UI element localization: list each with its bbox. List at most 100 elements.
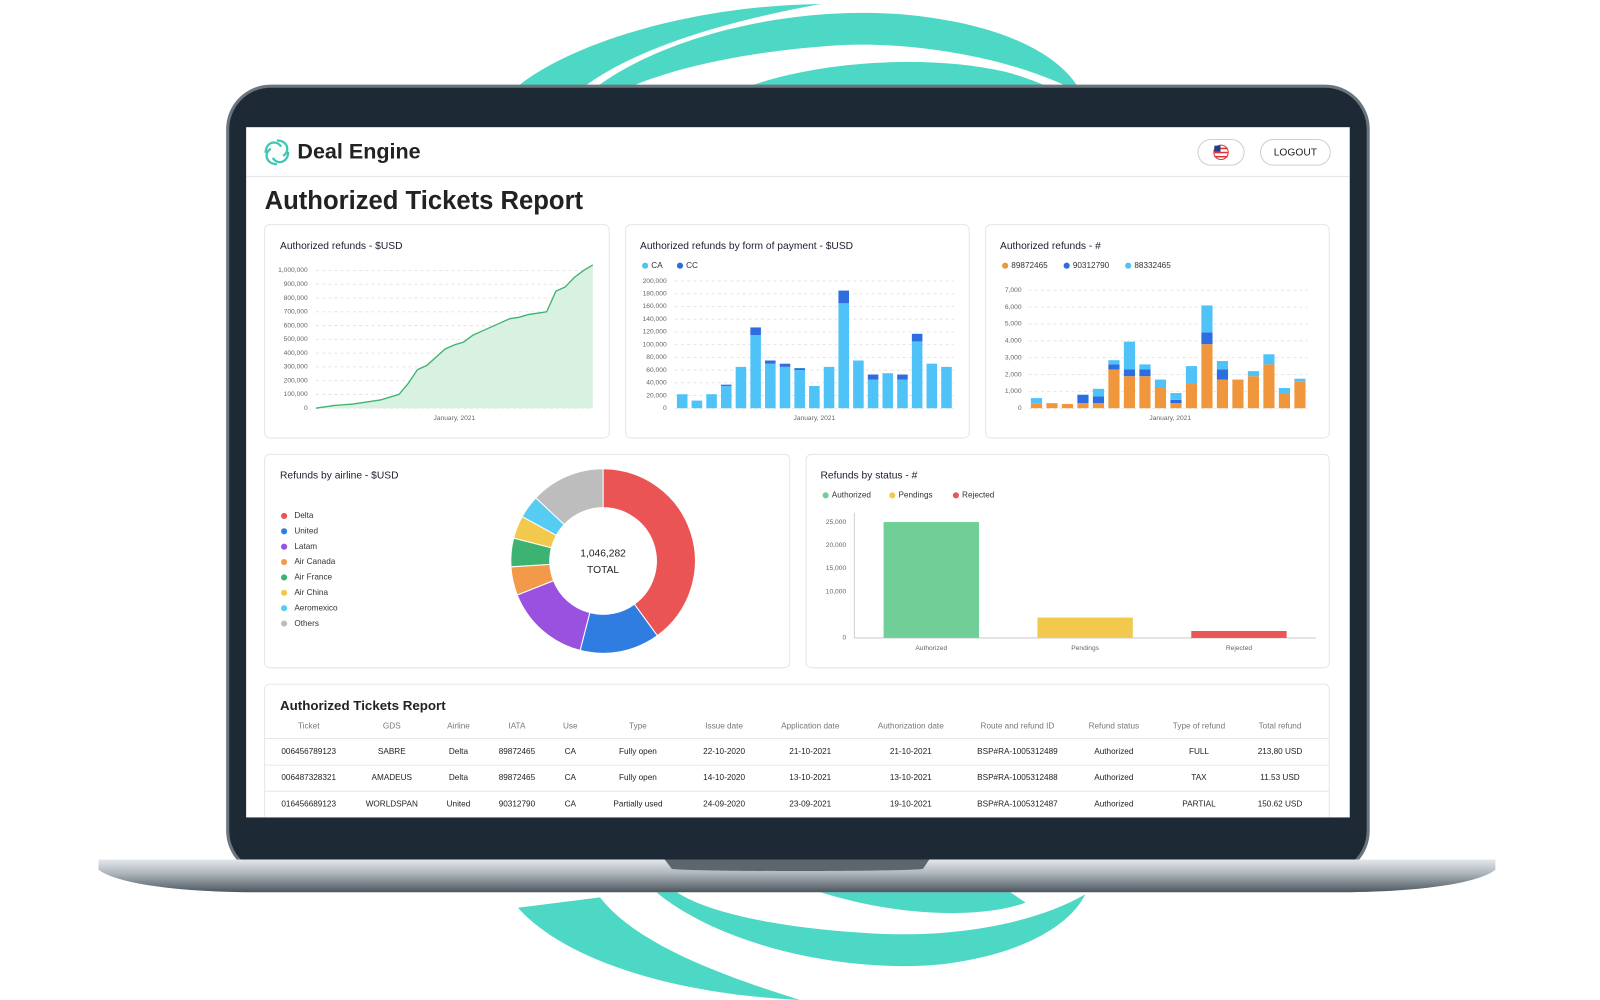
table-title: Authorized Tickets Report <box>280 698 446 713</box>
table-cell: 213,80 USD <box>1258 747 1303 756</box>
y-tick-label: 100,000 <box>284 391 308 398</box>
y-tick-label: 200,000 <box>643 278 667 285</box>
legend-swatch <box>281 512 288 519</box>
y-tick-label: 60,000 <box>646 367 667 374</box>
bar-segment <box>1263 354 1275 365</box>
legend-label: Aeromexico <box>294 603 338 612</box>
logo-stroke <box>271 151 290 164</box>
legend-swatch <box>1063 262 1070 269</box>
table-cell: 13-10-2021 <box>890 773 932 782</box>
legend-label: Others <box>294 619 319 628</box>
bar-segment <box>1247 376 1260 409</box>
y-tick-label: 600,000 <box>284 322 308 329</box>
bar-segment <box>1170 399 1182 404</box>
bar-segment <box>838 290 850 304</box>
legend-label: 88332465 <box>1134 261 1171 270</box>
y-tick-label: 80,000 <box>646 354 667 361</box>
y-tick-label: 0 <box>842 635 846 642</box>
y-tick-label: 1,000 <box>1005 388 1022 395</box>
bar-segment <box>1170 393 1182 400</box>
bar-segment <box>911 333 923 342</box>
table-cell: 89872465 <box>499 773 536 782</box>
flag-canton <box>1214 145 1221 152</box>
y-tick-label: 120,000 <box>643 329 667 336</box>
table-cell: Partially used <box>613 799 663 808</box>
table-cell: FULL <box>1189 747 1209 756</box>
bar-segment <box>1092 403 1105 409</box>
table-cell: Delta <box>449 773 469 782</box>
bar-segment <box>720 385 732 409</box>
bar-segment <box>794 368 805 371</box>
table-cell: 006487328321 <box>281 773 336 782</box>
legend-label: CA <box>651 261 663 270</box>
table-cell: 23-09-2021 <box>789 799 831 808</box>
legend-swatch <box>281 558 288 566</box>
legend-label: Rejected <box>962 491 995 500</box>
y-tick-label: 900,000 <box>284 281 308 288</box>
table-cell: BSP#RA-1005312487 <box>977 799 1058 808</box>
legend-label: Authorized <box>832 491 872 500</box>
bar-segment <box>1092 388 1105 397</box>
y-tick-label: 180,000 <box>643 291 667 298</box>
logout-label[interactable]: LOGOUT <box>1274 148 1318 159</box>
laptop-base <box>98 859 1496 893</box>
x-axis-label: January, 2021 <box>1149 415 1191 422</box>
brand-name[interactable]: Deal Engine <box>297 140 420 164</box>
bar-segment <box>897 374 908 380</box>
bar-segment <box>1263 364 1275 409</box>
logout-button[interactable] <box>1259 138 1331 166</box>
laptop-notch <box>664 859 930 872</box>
y-tick-label: 400,000 <box>284 350 308 357</box>
bar-segment <box>676 394 688 409</box>
y-tick-label: 800,000 <box>284 295 308 302</box>
legend-swatch <box>1125 262 1132 269</box>
y-tick-label: 40,000 <box>646 380 667 387</box>
bar-segment <box>735 366 747 409</box>
bar-segment <box>823 366 835 409</box>
column-header: Type <box>629 721 647 730</box>
table-cell: 21-10-2021 <box>789 747 831 756</box>
bar-segment <box>1278 393 1291 409</box>
y-tick-label: 200,000 <box>284 377 308 384</box>
legend-swatch <box>281 620 288 627</box>
table-cell: 89872465 <box>499 747 536 756</box>
pie-slice <box>535 468 604 526</box>
bar <box>1191 630 1287 638</box>
table-cell: PARTIAL <box>1182 799 1216 808</box>
bar-segment <box>1294 381 1306 409</box>
bar-segment <box>1108 369 1120 409</box>
legend-label: 89872465 <box>1011 261 1048 270</box>
x-tick-label: Authorized <box>915 645 947 652</box>
swirl-shape <box>517 897 800 1000</box>
bar-segment <box>750 335 761 409</box>
swirl-shape <box>517 4 821 95</box>
column-header: Use <box>563 721 578 730</box>
column-header: Issue date <box>705 721 743 730</box>
y-tick-label: 300,000 <box>284 364 308 371</box>
y-tick-label: 0 <box>1018 405 1022 412</box>
bar-segment <box>779 363 791 367</box>
table-cell: Delta <box>449 747 469 756</box>
bar-segment <box>794 370 805 409</box>
bar-segment <box>1232 379 1244 409</box>
bar-segment <box>926 363 938 409</box>
bar-segment <box>1030 403 1043 409</box>
table-cell: 22-10-2020 <box>703 747 745 756</box>
table-cell: CA <box>565 747 577 756</box>
bar-segment <box>720 384 732 386</box>
bar-segment <box>853 360 864 409</box>
column-header: Total refund <box>1259 721 1302 730</box>
bar-segment <box>1108 364 1120 370</box>
bar-segment <box>1046 403 1058 409</box>
line <box>315 264 594 409</box>
bar-segment <box>809 385 820 409</box>
y-tick-label: 20,000 <box>826 542 847 549</box>
bar-segment <box>1139 364 1151 370</box>
pie-slice <box>602 468 696 637</box>
logo-stroke <box>276 139 289 157</box>
bar-segment <box>1123 341 1136 370</box>
chart-title: Refunds by airline - $USD <box>280 471 399 482</box>
bar-segment <box>1139 376 1151 409</box>
